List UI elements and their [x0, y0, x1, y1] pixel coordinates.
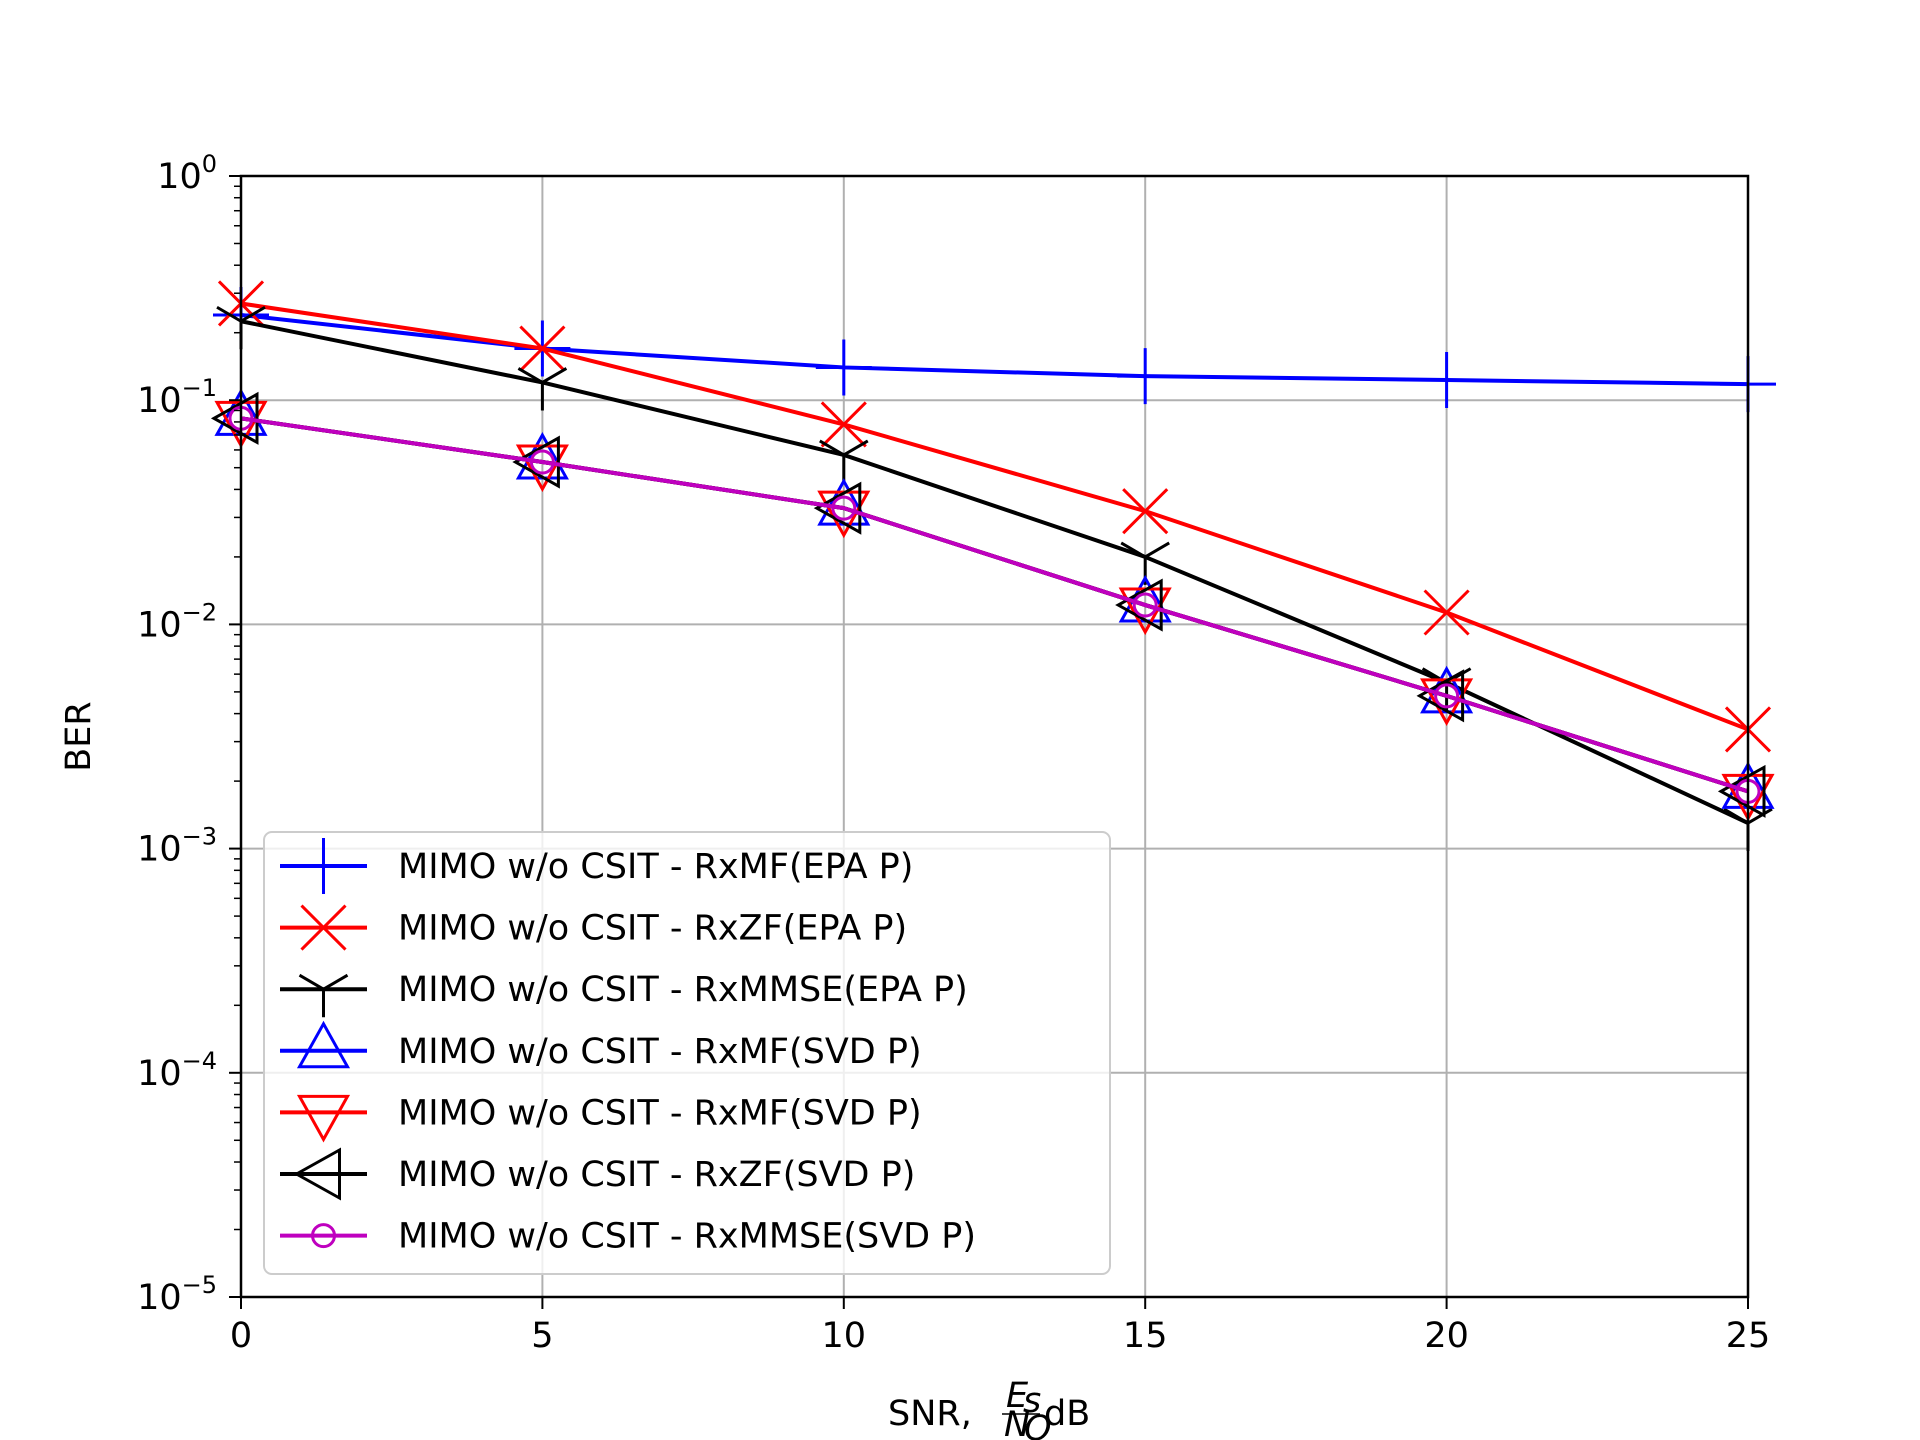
series-line [240, 319, 1749, 825]
marker-triangle-left [1115, 578, 1163, 632]
x-tick-label: 5 [531, 1316, 553, 1356]
x-axis-label-fraction-numerator: E [1006, 1376, 1029, 1416]
legend-label: MIMO w/o CSIT - RxMMSE(SVD P) [398, 1217, 976, 1257]
legend: MIMO w/o CSIT - RxMF(EPA P) MIMO w/o CSIT… [263, 831, 1111, 1275]
legend-label: MIMO w/o CSIT - RxMF(SVD P) [398, 1032, 922, 1072]
marker-triangle-left [1717, 764, 1766, 818]
series-line [240, 301, 1749, 732]
x-tick-label: 10 [822, 1316, 867, 1356]
x-tick-label: 20 [1424, 1316, 1469, 1356]
marker-circle [1132, 592, 1158, 618]
legend-label: MIMO w/o CSIT - RxZF(SVD P) [398, 1155, 915, 1195]
x-axis-label-suffix: dB [1044, 1394, 1090, 1434]
marker-plus [295, 838, 352, 894]
marker-x [300, 904, 347, 951]
marker-circle [1434, 683, 1460, 709]
y-tick-label: 10−4 [137, 1047, 217, 1094]
marker-x [1423, 589, 1470, 636]
x-tick-label: 15 [1123, 1316, 1168, 1356]
marker-x [1122, 488, 1169, 535]
y-axis-label: BER [59, 701, 99, 771]
marker-triangle-left [210, 391, 259, 445]
marker-triangle-left [1416, 669, 1465, 723]
marker-circle [311, 1223, 336, 1249]
marker-triangle-left [293, 1147, 341, 1201]
marker-circle [529, 449, 555, 475]
marker-x [519, 325, 566, 372]
marker-triangle-left [813, 481, 862, 535]
series-line [240, 416, 1749, 794]
legend-label: MIMO w/o CSIT - RxZF(EPA P) [398, 909, 907, 949]
marker-triangle-down [296, 1094, 351, 1143]
x-axis-label-fraction-denominator: N [1004, 1405, 1030, 1440]
legend-entry: MIMO w/o CSIT - RxMF(SVD P) [280, 1093, 922, 1143]
x-axis-label-fraction-numerator-subscript: s [1023, 1381, 1041, 1421]
marker-plus [815, 339, 872, 396]
y-tick-label: 10−1 [137, 374, 217, 421]
marker-x [820, 401, 867, 448]
marker-circle [831, 495, 857, 521]
legend-label: MIMO w/o CSIT - RxMMSE(EPA P) [398, 970, 968, 1010]
y-tick-label: 10−3 [137, 823, 217, 870]
legend-label: MIMO w/o CSIT - RxMF(SVD P) [398, 1093, 922, 1133]
marker-plus [1418, 352, 1475, 409]
plot-frame [239, 174, 1750, 1299]
series-2 [217, 280, 1772, 753]
marker-triangle-up [296, 1020, 351, 1069]
marker-tri-up [517, 367, 568, 411]
marker-triangle-left [512, 435, 560, 489]
legend-entry: MIMO w/o CSIT - RxMMSE(SVD P) [280, 1217, 976, 1257]
marker-plus [1117, 348, 1174, 405]
x-tick-label: 0 [230, 1316, 252, 1356]
legend-entry: MIMO w/o CSIT - RxZF(EPA P) [280, 904, 907, 951]
x-axis-label-fraction-denominator-subscript: O [1024, 1409, 1052, 1440]
tick-layer: 0 5 10 15 20 25 100 10−1 10−2 10−3 10−4 10−5 [137, 150, 1770, 1356]
x-axis-label-prefix: SNR, [888, 1394, 972, 1434]
y-tick-label: 10−5 [137, 1271, 217, 1318]
legend-frame [263, 831, 1111, 1275]
legend-label: MIMO w/o CSIT - RxMF(EPA P) [398, 847, 913, 887]
marker-tri-up [298, 973, 349, 1018]
x-tick-label: 25 [1726, 1316, 1771, 1356]
legend-entry: MIMO w/o CSIT - RxMF(EPA P) [280, 838, 913, 894]
legend-entry: MIMO w/o CSIT - RxMF(SVD P) [280, 1020, 922, 1072]
legend-entry: MIMO w/o CSIT - RxMMSE(EPA P) [280, 970, 968, 1018]
y-tick-label: 10−2 [137, 598, 217, 645]
legend-entry: MIMO w/o CSIT - RxZF(SVD P) [280, 1147, 915, 1201]
y-tick-label: 100 [157, 150, 217, 197]
